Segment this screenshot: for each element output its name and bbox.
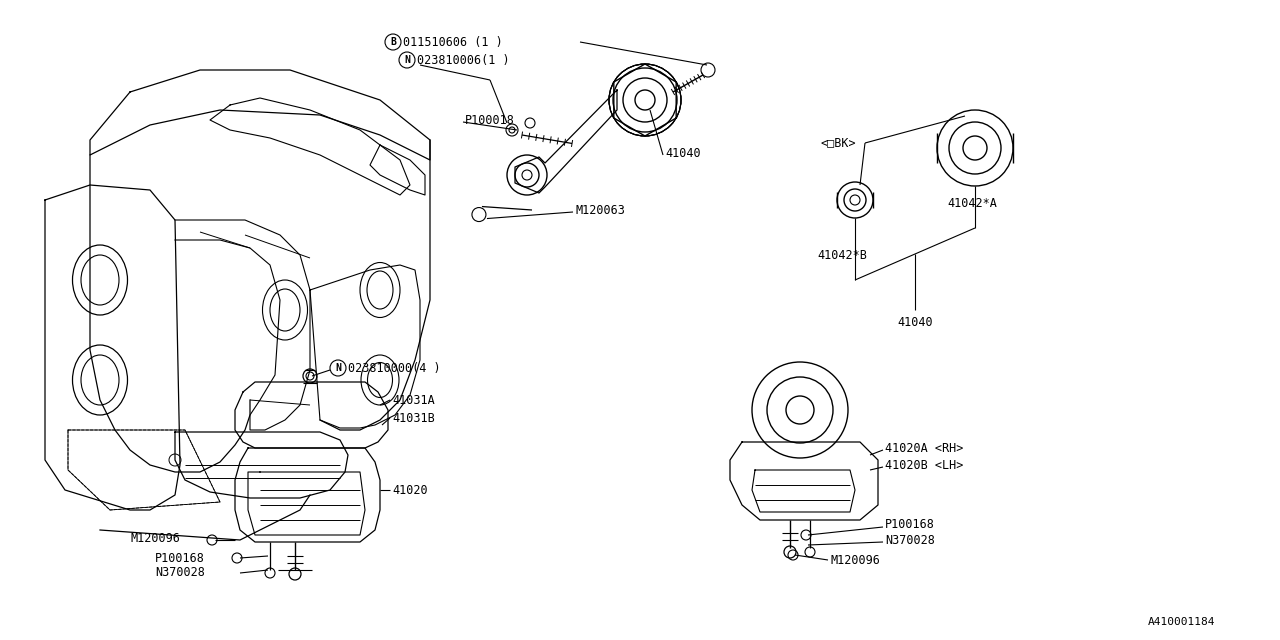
Text: N: N [404, 55, 410, 65]
Text: N370028: N370028 [884, 534, 934, 547]
Text: 023810006(1 ): 023810006(1 ) [417, 54, 509, 67]
Text: M120096: M120096 [829, 554, 879, 566]
Text: P100168: P100168 [884, 518, 934, 531]
Text: 41020: 41020 [392, 483, 428, 497]
Text: 41031B: 41031B [392, 412, 435, 424]
Text: 41020A <RH>: 41020A <RH> [884, 442, 964, 454]
Text: 41031A: 41031A [392, 394, 435, 406]
Text: M120063: M120063 [575, 204, 625, 216]
Text: 41040: 41040 [666, 147, 700, 159]
Text: N370028: N370028 [155, 566, 205, 579]
Text: 41042*B: 41042*B [817, 248, 867, 262]
Text: 023810000(4 ): 023810000(4 ) [348, 362, 440, 374]
Text: M120096: M120096 [131, 531, 180, 545]
Text: A410001184: A410001184 [1148, 617, 1216, 627]
Text: 41040: 41040 [897, 316, 933, 328]
Text: P100018: P100018 [465, 113, 515, 127]
Text: 011510606 (1 ): 011510606 (1 ) [403, 35, 503, 49]
Text: N: N [335, 363, 340, 373]
Text: 41020B <LH>: 41020B <LH> [884, 458, 964, 472]
Text: <□BK>: <□BK> [820, 136, 855, 150]
Text: P100168: P100168 [155, 552, 205, 564]
Text: B: B [390, 37, 396, 47]
Text: 41042*A: 41042*A [947, 196, 997, 209]
